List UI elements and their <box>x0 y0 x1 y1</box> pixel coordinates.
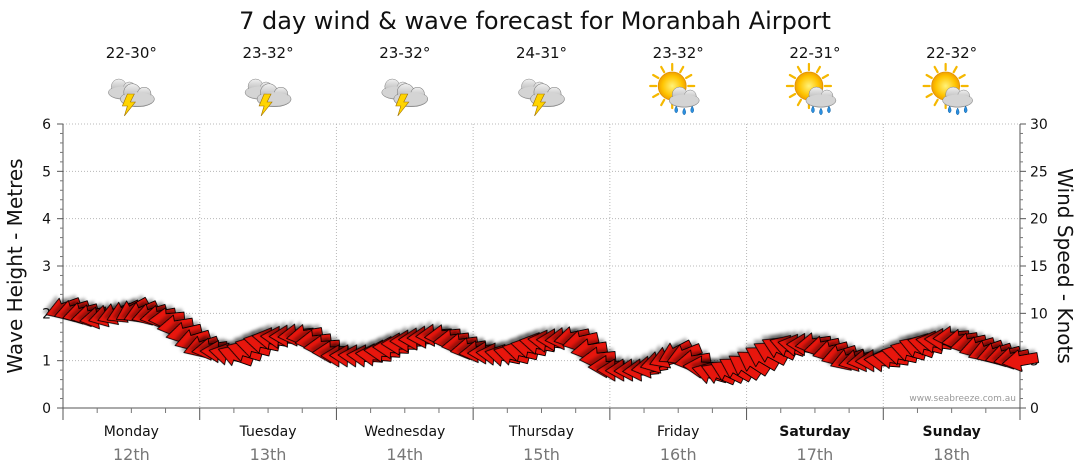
left-tick-label: 1 <box>42 354 51 370</box>
sun-showers-icon <box>922 62 973 116</box>
left-axis: 0123456 <box>42 117 64 417</box>
right-axis-title: Wind Speed - Knots <box>1053 168 1077 364</box>
cloud-shape <box>805 86 837 108</box>
rain-drop <box>682 107 686 116</box>
lightning-bolt <box>532 93 547 117</box>
left-tick-label: 0 <box>42 401 51 417</box>
sun-ray <box>925 73 933 80</box>
rain-drop <box>955 107 960 116</box>
wind-arrows <box>45 296 1040 386</box>
cloud-shape <box>942 86 973 108</box>
sun-ray <box>684 73 693 80</box>
left-tick-label: 4 <box>42 212 51 228</box>
temperature-label: 23-32° <box>379 44 430 62</box>
sun-ray <box>788 73 797 80</box>
rain-drop <box>827 105 831 114</box>
right-tick-label: 10 <box>1030 306 1048 322</box>
sun-ray <box>925 92 933 99</box>
rain-drop <box>690 105 694 114</box>
sun-showers-icon <box>785 62 837 116</box>
right-axis: 051015202530 <box>1019 117 1048 417</box>
day-name-label: Wednesday <box>364 424 445 440</box>
sun-ray <box>815 65 822 74</box>
watermark: www.seabreeze.com.au <box>909 394 1016 404</box>
wind-arrow <box>1001 349 1040 372</box>
left-tick-label: 3 <box>42 259 51 275</box>
sun-ray <box>652 73 660 80</box>
day-name-label: Saturday <box>779 424 850 440</box>
right-tick-label: 25 <box>1030 164 1048 180</box>
left-axis-title: Wave Height - Metres <box>3 158 27 373</box>
temperature-label: 24-31° <box>516 44 567 62</box>
day-name-label: Tuesday <box>239 424 297 440</box>
sun-showers-icon <box>649 62 700 116</box>
sun-ray <box>958 73 966 80</box>
sun-ray <box>660 98 666 107</box>
day-date-label: 13th <box>250 445 287 464</box>
temperature-label: 23-32° <box>243 44 294 62</box>
cloud-shape <box>668 86 700 108</box>
temperature-label: 22-31° <box>789 44 840 62</box>
sun-ray <box>933 65 939 74</box>
rain-drop <box>811 105 815 114</box>
sun-ray <box>660 65 666 74</box>
thunderstorm-icon <box>244 78 292 117</box>
temperature-label: 22-30° <box>106 44 157 62</box>
sun-ray <box>788 92 797 99</box>
day-date-label: 12th <box>113 445 150 464</box>
rain-drop <box>963 105 968 114</box>
thunderstorm-icon <box>518 78 565 117</box>
thunderstorm-icon <box>108 78 155 117</box>
day-date-label: 14th <box>386 445 423 464</box>
sun-ray <box>952 65 958 74</box>
temperature-label: 22-32° <box>926 44 977 62</box>
rain-drop <box>674 105 678 114</box>
thunderstorm-icon <box>381 78 429 117</box>
left-tick-label: 5 <box>42 164 51 180</box>
right-tick-label: 20 <box>1030 212 1048 228</box>
day-labels: Monday 12th Tuesday 13th Wednesday 14th Thursd… <box>104 424 981 464</box>
day-date-label: 15th <box>523 445 560 464</box>
rain-drop <box>947 105 952 114</box>
weather-icons <box>108 62 973 117</box>
lightning-bolt <box>395 93 410 117</box>
lightning-bolt <box>258 93 273 117</box>
temperature-label: 23-32° <box>653 44 704 62</box>
left-tick-label: 6 <box>42 117 51 133</box>
bottom-axis <box>62 407 1021 420</box>
right-tick-label: 15 <box>1030 259 1048 275</box>
rain-drop <box>819 107 823 116</box>
day-name-label: Friday <box>657 424 699 440</box>
sun-ray <box>933 98 939 107</box>
day-name-label: Monday <box>104 424 159 440</box>
sun-ray <box>652 92 660 99</box>
day-date-label: 18th <box>933 445 970 464</box>
sun-ray <box>796 98 803 107</box>
sun-ray <box>679 65 685 74</box>
right-tick-label: 0 <box>1030 401 1039 417</box>
day-name-label: Thursday <box>508 424 574 440</box>
sun-ray <box>796 65 803 74</box>
lightning-bolt <box>121 93 136 117</box>
right-tick-label: 30 <box>1030 117 1048 133</box>
day-date-label: 16th <box>660 445 697 464</box>
day-date-label: 17th <box>797 445 834 464</box>
chart-title: 7 day wind & wave forecast for Moranbah … <box>239 7 831 35</box>
day-name-label: Sunday <box>923 424 981 440</box>
temperature-labels: 22-30° 23-32° 23-32° 24-31° 23-32° 22-31° 22-3… <box>106 44 977 62</box>
sun-ray <box>821 73 830 80</box>
